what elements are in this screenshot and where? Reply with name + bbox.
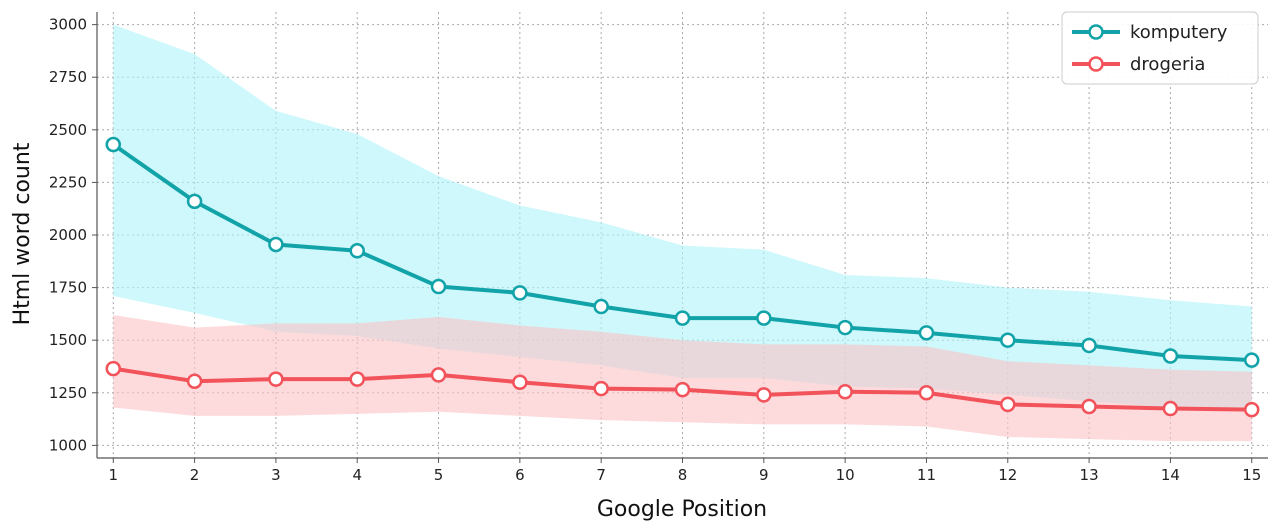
x-tick-label: 14: [1161, 466, 1180, 484]
band-komputery: [113, 24, 1252, 410]
y-axis-title: Html word count: [10, 142, 35, 325]
x-tick-label: 9: [759, 466, 769, 484]
x-tick-label: 13: [1080, 466, 1099, 484]
x-tick-label: 11: [917, 466, 936, 484]
data-point-komputery: [1243, 352, 1260, 368]
x-tick-label: 7: [596, 466, 606, 484]
data-point-komputery: [1000, 332, 1016, 348]
data-point-komputery: [1081, 337, 1097, 354]
data-point-drogeria: [512, 374, 528, 391]
data-point-komputery: [1162, 348, 1179, 364]
band-drogeria: [113, 314, 1252, 442]
legend-label-drogeria: drogeria: [1130, 54, 1205, 75]
data-point-drogeria: [105, 360, 122, 377]
data-point-drogeria: [1000, 396, 1016, 413]
data-point-komputery: [674, 310, 691, 326]
data-point-komputery: [918, 325, 935, 341]
x-tick-label: 2: [190, 466, 200, 484]
y-tick-label: 1250: [49, 384, 87, 402]
data-point-drogeria: [593, 380, 609, 397]
y-tick-label: 2500: [49, 121, 87, 139]
data-point-komputery: [268, 236, 284, 253]
tick-labels: 1 2 3 4 5 6 7 8 9 10 11 12 13 14 151000125015001750200…: [49, 16, 1261, 484]
y-tick-label: 2000: [49, 226, 87, 244]
data-point-drogeria: [1243, 401, 1260, 418]
data-point-komputery: [186, 193, 203, 210]
x-tick-label: 12: [998, 466, 1017, 484]
data-point-komputery: [756, 310, 772, 326]
data-point-komputery: [430, 278, 447, 295]
x-tick-label: 8: [678, 466, 688, 484]
legend-marker-drogeria: [1088, 56, 1104, 72]
y-tick-label: 2250: [49, 173, 87, 191]
y-tick-label: 3000: [49, 16, 87, 34]
data-point-drogeria: [674, 381, 691, 398]
y-tick-label: 1750: [49, 279, 87, 297]
data-point-komputery: [105, 136, 122, 153]
y-tick-label: 1500: [49, 331, 87, 349]
data-point-drogeria: [349, 371, 365, 387]
data-point-drogeria: [430, 367, 447, 383]
axes: [92, 12, 1268, 463]
data-point-komputery: [349, 243, 365, 259]
x-tick-label: 3: [271, 466, 281, 484]
x-tick-label: 5: [434, 466, 444, 484]
data-point-komputery: [837, 319, 853, 336]
data-point-komputery: [593, 298, 609, 315]
data-point-drogeria: [1162, 400, 1179, 417]
legend-label-komputery: komputery: [1130, 22, 1228, 43]
x-axis-title: Google Position: [597, 497, 767, 522]
confidence-bands: [113, 24, 1252, 442]
x-tick-label: 1: [108, 466, 118, 484]
y-tick-label: 2750: [49, 68, 87, 86]
data-point-drogeria: [918, 385, 935, 401]
x-tick-label: 4: [352, 466, 362, 484]
data-point-komputery: [512, 285, 528, 301]
x-tick-label: 6: [515, 466, 525, 484]
data-point-drogeria: [1081, 398, 1097, 415]
x-tick-label: 10: [836, 466, 855, 484]
y-tick-label: 1000: [49, 436, 87, 454]
x-tick-label: 15: [1242, 466, 1261, 484]
data-point-drogeria: [756, 387, 772, 403]
data-point-drogeria: [186, 373, 203, 389]
data-point-drogeria: [268, 371, 284, 387]
series-points: [105, 136, 1260, 418]
legend: komputery drogeria: [1061, 11, 1259, 85]
data-point-drogeria: [837, 383, 853, 400]
legend-marker-komputery: [1088, 24, 1104, 40]
